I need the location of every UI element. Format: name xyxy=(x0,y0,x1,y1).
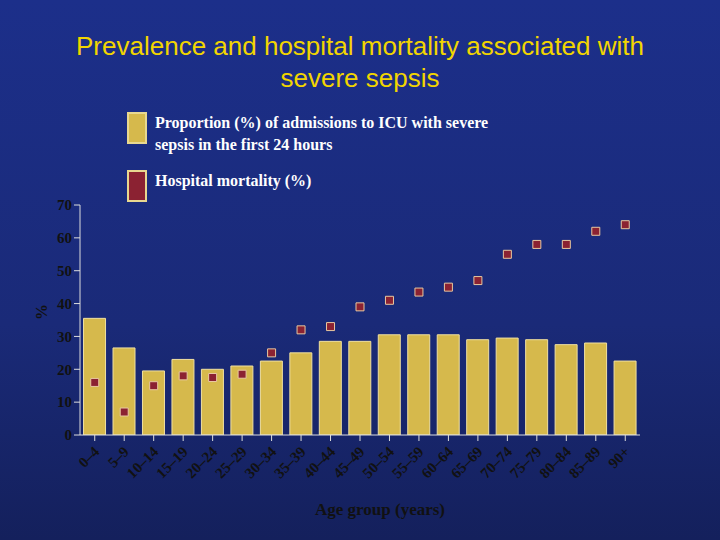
svg-text:90+: 90+ xyxy=(605,443,633,471)
svg-text:40: 40 xyxy=(57,296,72,312)
svg-text:10–14: 10–14 xyxy=(124,443,162,481)
svg-text:80–84: 80–84 xyxy=(536,443,574,481)
svg-text:%: % xyxy=(33,304,50,320)
svg-text:0–4: 0–4 xyxy=(75,443,103,471)
svg-text:35–39: 35–39 xyxy=(271,443,309,481)
svg-text:15–19: 15–19 xyxy=(153,443,191,481)
svg-text:25–29: 25–29 xyxy=(212,443,250,481)
svg-text:60–64: 60–64 xyxy=(418,443,456,481)
html-text:Age group (years): Age group (years) xyxy=(315,500,445,519)
svg-text:20: 20 xyxy=(57,362,72,378)
svg-text:10: 10 xyxy=(57,394,72,410)
svg-text:40–44: 40–44 xyxy=(300,443,338,481)
svg-text:65–69: 65–69 xyxy=(448,443,486,481)
svg-text:30–34: 30–34 xyxy=(242,443,280,481)
svg-text:5–9: 5–9 xyxy=(104,443,132,471)
html-text:Prevalence and hospital mortal: Prevalence and hospital mortality associ… xyxy=(76,31,644,93)
svg-text:0: 0 xyxy=(65,427,73,443)
html-text:Hospital mortality (%): Hospital mortality (%) xyxy=(155,172,312,189)
svg-text:70: 70 xyxy=(57,197,72,213)
svg-text:70–74: 70–74 xyxy=(477,443,515,481)
svg-text:75–79: 75–79 xyxy=(507,443,545,481)
svg-text:20–24: 20–24 xyxy=(183,443,221,481)
svg-text:50–54: 50–54 xyxy=(359,443,397,481)
html-text:Proportion (%) of admissions t: Proportion (%) of admissions to ICU with… xyxy=(155,114,489,153)
svg-text:55–59: 55–59 xyxy=(389,443,427,481)
svg-text:50: 50 xyxy=(57,263,72,279)
svg-text:60: 60 xyxy=(57,230,72,246)
svg-text:30: 30 xyxy=(57,329,72,345)
svg-text:85–89: 85–89 xyxy=(566,443,604,481)
svg-text:45–49: 45–49 xyxy=(330,443,368,481)
